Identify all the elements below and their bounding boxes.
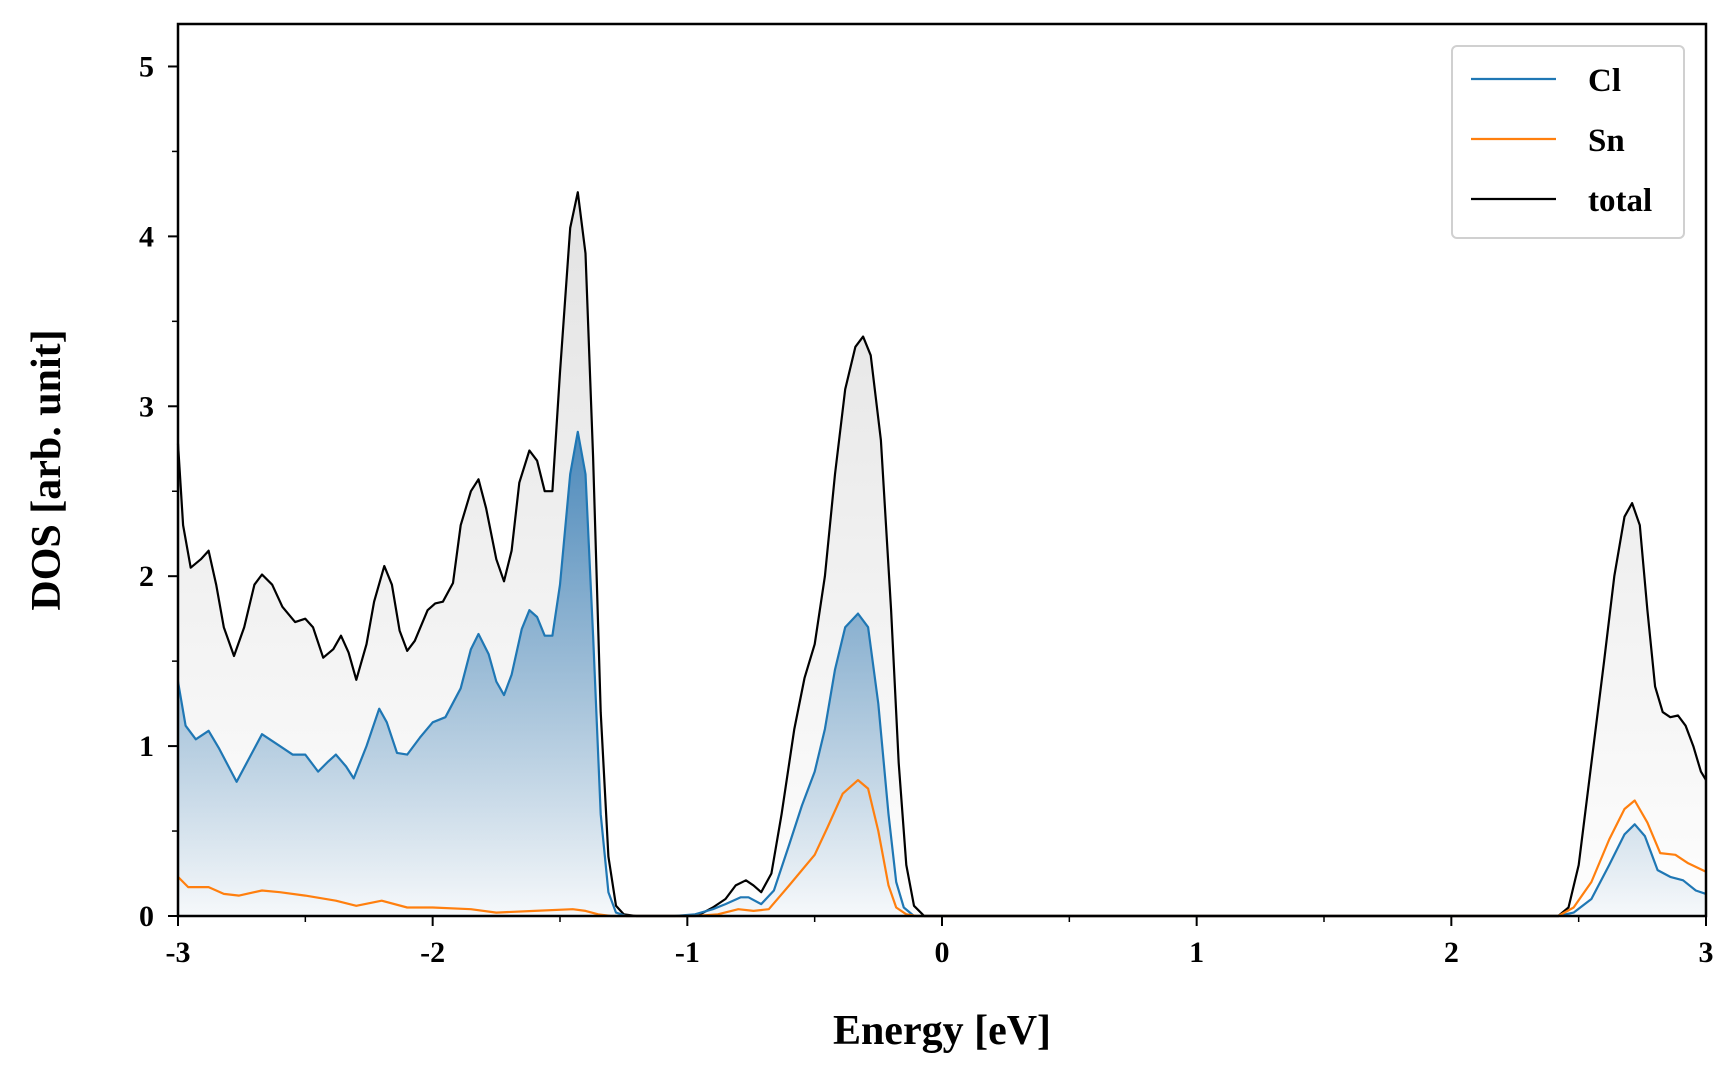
x-tick-label: -1 (675, 936, 700, 969)
x-tick-label: -3 (166, 936, 191, 969)
x-tick-label: 0 (935, 936, 950, 969)
x-axis-label: Energy [eV] (833, 1008, 1051, 1054)
y-axis-label: DOS [arb. unit] (24, 329, 70, 610)
axis-ticks: -3 -2 -1 0 1 2 3 0 1 2 3 4 5 (139, 50, 1714, 969)
y-tick-label: 1 (139, 730, 154, 763)
x-tick-label: -2 (420, 936, 445, 969)
x-tick-label: 1 (1189, 936, 1204, 969)
legend: Cl Sn total (1451, 45, 1685, 239)
y-tick-label: 5 (139, 50, 154, 83)
legend-box (1451, 45, 1685, 239)
y-tick-label: 4 (139, 220, 154, 253)
y-tick-label: 2 (139, 560, 154, 593)
line-sn (177, 779, 1707, 918)
area-cl (178, 431, 1706, 916)
legend-label-sn: Sn (1588, 123, 1625, 159)
x-tick-label: 2 (1444, 936, 1459, 969)
legend-label-cl: Cl (1588, 63, 1621, 99)
y-tick-label: 0 (139, 900, 154, 933)
y-tick-label: 3 (139, 390, 154, 423)
legend-label-total: total (1588, 183, 1652, 219)
x-tick-label: 3 (1699, 936, 1714, 969)
fill-areas (178, 192, 1706, 916)
